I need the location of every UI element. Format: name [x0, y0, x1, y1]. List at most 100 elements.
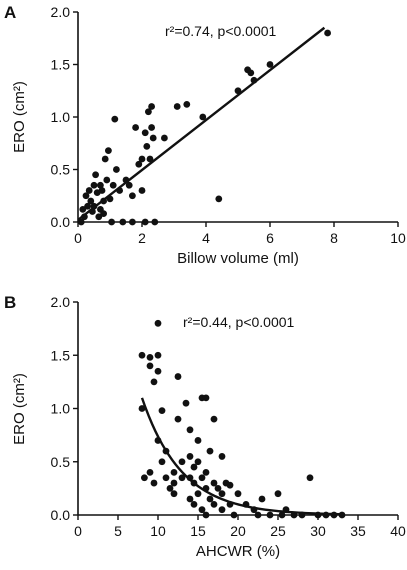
panel-b-y-tick-label: 2.0: [51, 294, 71, 310]
panel-a-point: [149, 134, 157, 142]
panel-a-y-ticks: 0.0 0.5 1.0 1.5 2.0: [51, 4, 78, 230]
panel-a-annotation: r²=0.74, p<0.0001: [165, 23, 277, 39]
panel-b-point: [274, 490, 282, 498]
panel-a-y-tick-label: 1.5: [51, 57, 71, 73]
panel-b-point: [218, 490, 226, 498]
panel-b-point: [178, 474, 186, 482]
panel-b-point: [138, 405, 146, 412]
panel-b-point: [206, 495, 214, 503]
panel-b-point: [150, 378, 158, 386]
panel-a-point: [143, 143, 151, 150]
panel-a-fit: [77, 26, 326, 221]
panel-a-point: [109, 181, 117, 189]
panel-a-y-tick-label: 0.0: [51, 214, 71, 230]
panel-a-point: [161, 134, 168, 142]
panel-b-point: [210, 500, 218, 508]
panel-b-point: [154, 351, 162, 359]
panel-b-point: [226, 481, 234, 489]
panel-b-y-tick-label: 1.0: [51, 401, 71, 417]
panel-b-point: [206, 447, 214, 455]
panel-b-point: [150, 479, 158, 487]
panel-b-fit: [140, 397, 343, 516]
panel-b-point: [202, 511, 210, 519]
panel-a-point: [138, 155, 146, 163]
panel-a-y-tick-label: 0.5: [51, 162, 71, 178]
panel-b-point: [202, 469, 210, 476]
panel-b-point: [162, 474, 170, 482]
panel-b-x-tick-label: 0: [74, 523, 82, 539]
panel-a-point: [145, 108, 152, 116]
panel-a-y-axis-title: ERO (cm²): [11, 81, 28, 153]
panel-a-point: [84, 202, 91, 210]
panel-a-y-tick-label: 2.0: [51, 4, 71, 20]
panel-a-point: [151, 218, 159, 226]
panel-b-point: [190, 500, 198, 508]
panel-a-point: [138, 187, 146, 194]
panel-b-point: [210, 479, 218, 487]
panel-a-x-tick-label: 8: [330, 230, 338, 246]
panel-a-point: [90, 181, 98, 189]
panel-b-y-axis-title: ERO (cm²): [11, 373, 28, 445]
panel-a-point: [85, 187, 93, 194]
panel-a-point: [101, 155, 109, 163]
panel-b-x-tick-label: 15: [190, 523, 206, 539]
panel-b-point: [194, 458, 202, 466]
panel-a-point: [113, 166, 120, 173]
panel-b-point: [146, 362, 154, 370]
panel-a-x-tick-label: 10: [390, 230, 406, 246]
panel-a-point: [146, 155, 154, 163]
panel-a-point: [199, 113, 207, 121]
panel-a-x-ticks: 0 2 4 6 8 10: [74, 222, 406, 246]
panel-b-point: [174, 415, 182, 423]
panel-a-point: [103, 176, 111, 184]
panel-a-point: [141, 129, 149, 137]
panel-a-point: [148, 124, 156, 131]
panel-a-point: [79, 206, 87, 213]
panel-b-point: [306, 474, 314, 482]
panel-b-point: [210, 415, 218, 423]
panel-a-x-tick-label: 6: [266, 230, 274, 246]
panel-a-point: [82, 192, 90, 200]
panel-a-point: [100, 210, 107, 218]
panel-b-point: [146, 469, 154, 476]
panel-b-point: [202, 394, 210, 402]
panel-b-letter: B: [4, 293, 16, 312]
panel-b-point: [186, 453, 194, 460]
panel-a-x-tick-label: 0: [74, 230, 82, 246]
panel-a-letter: A: [4, 3, 16, 22]
panel-b-point: [266, 511, 274, 519]
panel-a-point: [87, 197, 95, 205]
panel-b-point: [154, 367, 162, 375]
panel-b-point: [166, 484, 174, 492]
panel-a-point: [95, 213, 103, 221]
panel-b-x-tick-label: 10: [150, 523, 166, 539]
panel-b-point: [138, 351, 146, 359]
panel-b-annotation: r²=0.44, p<0.0001: [183, 314, 295, 330]
panel-b-y-tick-label: 0.0: [51, 507, 71, 523]
panel-a-point: [247, 69, 255, 77]
panel-b-point: [230, 511, 238, 519]
panel-b-point: [190, 463, 198, 471]
panel-a-point: [135, 160, 143, 168]
panel-b-y-tick-label: 1.5: [51, 347, 71, 363]
panel-a-x-axis-title: Billow volume (ml): [177, 250, 299, 267]
panel-b-point: [154, 319, 162, 327]
panel-a-point: [173, 103, 181, 110]
panel-a-point: [324, 29, 331, 37]
panel-a-point: [215, 195, 223, 203]
panel-b-y-ticks: 0.0 0.5 1.0 1.5 2.0: [51, 294, 78, 523]
panel-b-point: [146, 353, 154, 361]
panel-b-point: [218, 506, 226, 514]
panel-a-point: [183, 101, 191, 108]
panel-b: B 0.0 0.5 1.0 1.5 2.0 0 5 10 15 20 25 30 35 40 ERO (…: [4, 293, 406, 560]
panel-b-point: [218, 453, 226, 460]
panel-a-x-tick-label: 2: [138, 230, 146, 246]
panel-b-fit-line: [140, 397, 343, 516]
panel-a-points: [77, 29, 331, 226]
panel-a: A 0.0 0.5 1.0 1.5 2.0 0 2 4 6 8 10 ERO (cm²) Bill…: [4, 3, 406, 267]
panel-b-x-tick-label: 40: [390, 523, 406, 539]
panel-a-point: [148, 103, 156, 110]
panel-b-point: [198, 506, 206, 514]
panel-b-point: [170, 479, 178, 487]
